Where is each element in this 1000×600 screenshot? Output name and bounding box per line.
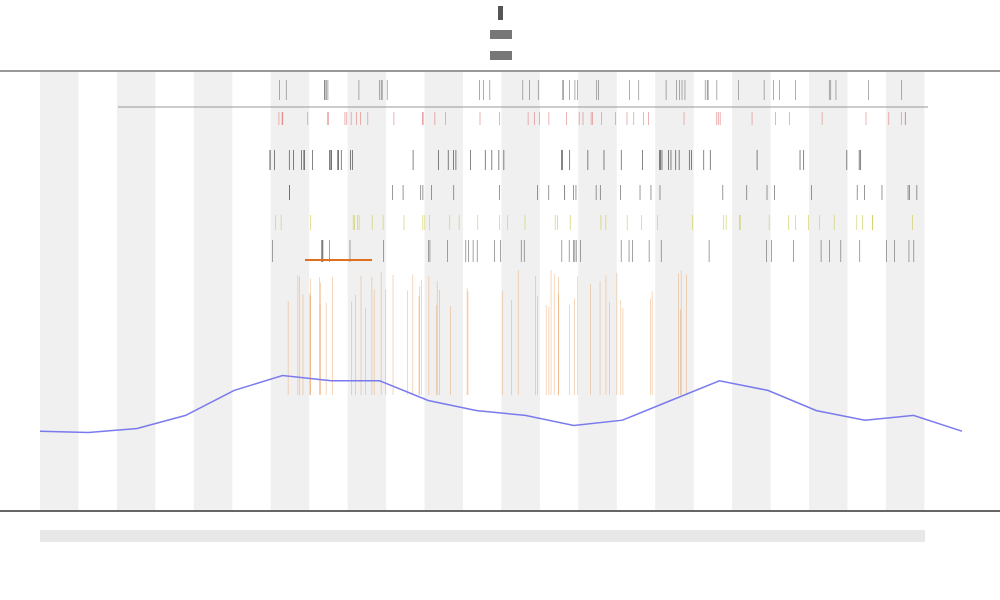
stripe: [732, 72, 771, 510]
series-line: [39, 374, 963, 434]
subtitle-block: [490, 30, 512, 39]
x-tick-labels-band: [40, 530, 925, 542]
stripe: [885, 72, 925, 510]
title-block: [498, 6, 503, 20]
stripe: [809, 72, 848, 510]
stripe: [501, 72, 540, 510]
stripe: [116, 72, 156, 510]
stripe: [424, 72, 463, 510]
stripe: [270, 72, 310, 510]
stripe: [40, 72, 79, 510]
subtitle-block: [490, 51, 512, 60]
stripe: [347, 72, 387, 510]
stripe: [655, 72, 694, 510]
event-ticks: [269, 80, 918, 395]
stripe: [578, 72, 617, 510]
stripe: [193, 72, 233, 510]
background-stripes: [40, 72, 925, 510]
